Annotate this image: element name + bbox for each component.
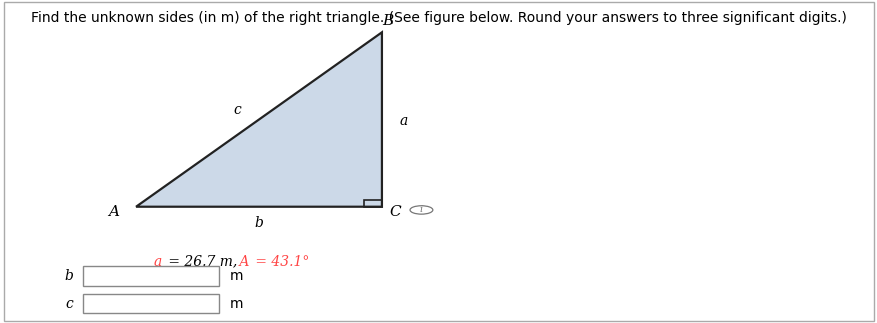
Text: A: A [235, 255, 249, 269]
Text: = 26.7 m,: = 26.7 m, [164, 255, 237, 269]
Text: c: c [233, 103, 240, 117]
Text: b: b [64, 269, 73, 283]
Text: a: a [153, 255, 161, 269]
Text: =: = [81, 269, 96, 283]
Text: A: A [109, 204, 119, 219]
Bar [83, 294, 219, 313]
Text: a: a [399, 114, 408, 128]
Bar [83, 266, 219, 286]
Text: i: i [419, 205, 423, 214]
Text: B: B [382, 14, 393, 28]
Text: C: C [389, 204, 401, 219]
Text: b: b [254, 216, 263, 230]
Text: =: = [81, 297, 96, 311]
Text: m: m [230, 297, 243, 311]
Text: m: m [230, 269, 243, 283]
Text: = 43.1°: = 43.1° [251, 255, 309, 269]
Text: Find the unknown sides (in m) of the right triangle. (See figure below. Round yo: Find the unknown sides (in m) of the rig… [31, 11, 846, 25]
Polygon shape [136, 32, 381, 207]
Text: c: c [65, 297, 73, 311]
